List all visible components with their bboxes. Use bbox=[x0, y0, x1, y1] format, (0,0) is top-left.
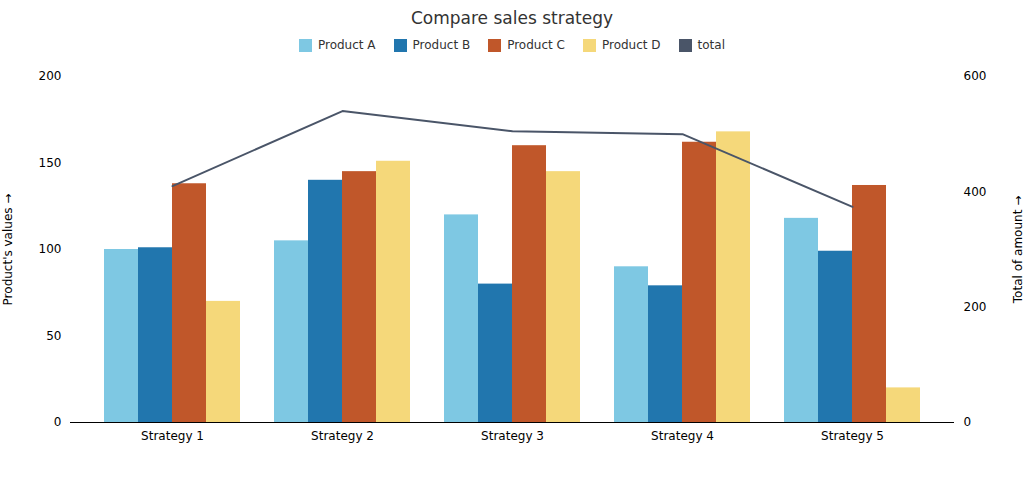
svg-text:200: 200 bbox=[964, 300, 987, 314]
svg-text:150: 150 bbox=[39, 156, 62, 170]
svg-text:0: 0 bbox=[54, 415, 62, 429]
svg-text:400: 400 bbox=[964, 185, 987, 199]
svg-text:Strategy 2: Strategy 2 bbox=[311, 429, 374, 443]
html-text:total: total bbox=[697, 38, 725, 52]
svg-text:200: 200 bbox=[39, 69, 62, 83]
svg-text:Strategy 4: Strategy 4 bbox=[651, 429, 714, 443]
svg-text:Strategy 3: Strategy 3 bbox=[481, 429, 544, 443]
html-text:Product D: Product D bbox=[601, 38, 661, 52]
svg-text:Strategy 5: Strategy 5 bbox=[821, 429, 884, 443]
html-text:Product A: Product A bbox=[318, 38, 376, 52]
svg-text:Total of amount →: Total of amount → bbox=[1011, 196, 1024, 304]
svg-text:0: 0 bbox=[964, 415, 972, 429]
svg-text:600: 600 bbox=[964, 69, 987, 83]
html-text:Product C: Product C bbox=[507, 38, 565, 52]
svg-text:100: 100 bbox=[39, 242, 62, 256]
svg-text:50: 50 bbox=[46, 329, 61, 343]
svg-text:Strategy 1: Strategy 1 bbox=[141, 429, 204, 443]
html-text:Compare sales strategy: Compare sales strategy bbox=[410, 8, 614, 28]
svg-text:Product's values →: Product's values → bbox=[1, 194, 15, 306]
html-text:Product B: Product B bbox=[412, 38, 471, 52]
